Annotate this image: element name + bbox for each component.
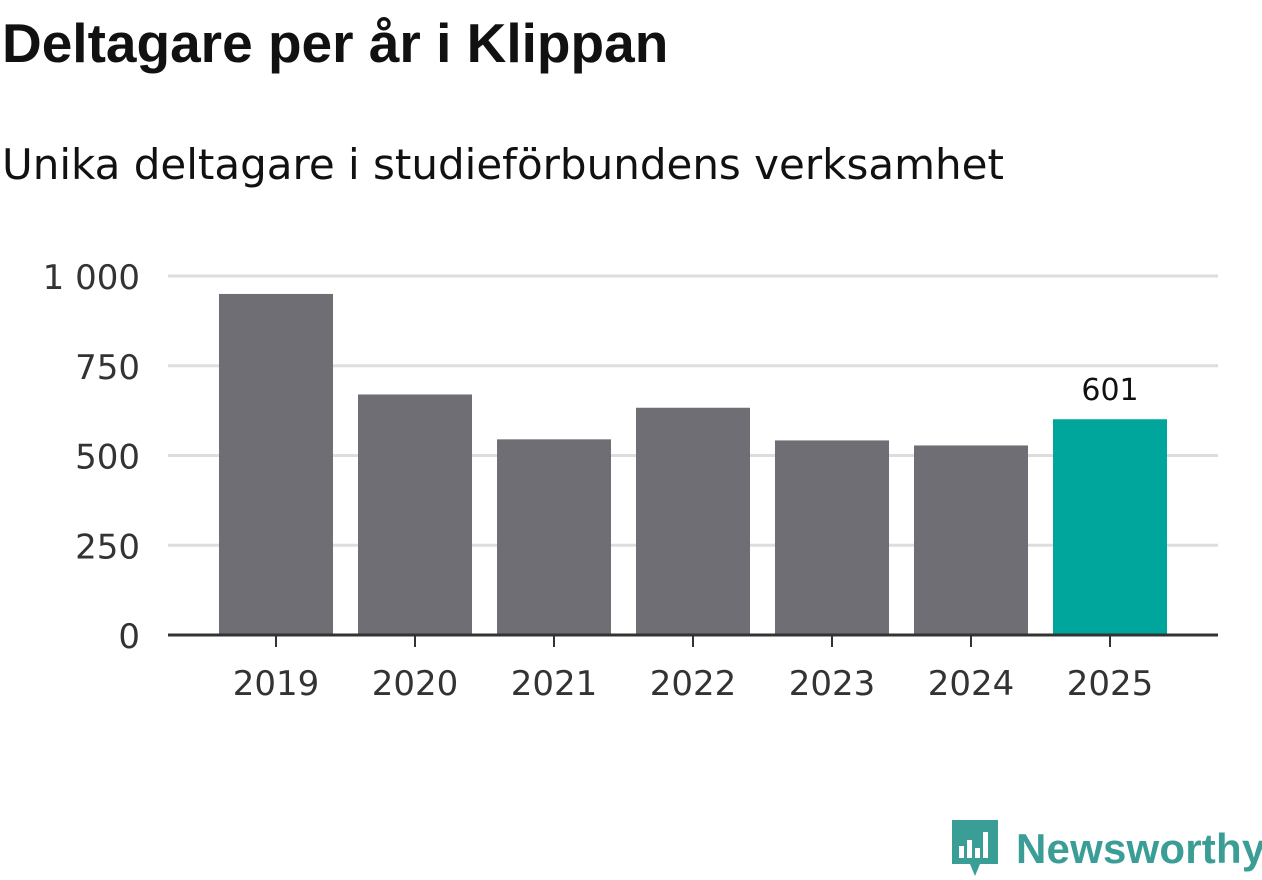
bar bbox=[1053, 419, 1167, 635]
data-label: 601 bbox=[1081, 373, 1138, 408]
y-tick-label: 250 bbox=[75, 527, 140, 567]
newsworthy-logo-icon bbox=[952, 820, 998, 876]
y-tick-label: 1 000 bbox=[43, 258, 140, 298]
x-tick-label: 2025 bbox=[1067, 664, 1154, 704]
bar bbox=[497, 439, 611, 635]
bar bbox=[358, 394, 472, 635]
bar bbox=[636, 407, 750, 635]
chart-title: Deltagare per år i Klippan bbox=[2, 12, 669, 74]
brand-name: Newsworthy bbox=[1016, 825, 1262, 872]
y-tick-label: 500 bbox=[75, 438, 140, 478]
brand-logo: Newsworthy bbox=[950, 818, 1262, 880]
bar bbox=[775, 440, 889, 635]
x-tick-label: 2022 bbox=[650, 664, 737, 704]
bar-chart: 0 250 500 750 1 000 2019 2020 2021 2022 2023 2024 2… bbox=[43, 258, 1218, 704]
y-tick-label: 750 bbox=[75, 348, 140, 388]
x-tick-label: 2021 bbox=[511, 664, 598, 704]
x-tick-label: 2019 bbox=[233, 664, 320, 704]
bar bbox=[914, 445, 1028, 635]
chart-subtitle: Unika deltagare i studieförbundens verks… bbox=[2, 140, 1004, 189]
x-tick-label: 2024 bbox=[928, 664, 1015, 704]
bar bbox=[219, 293, 333, 635]
x-tick-label: 2020 bbox=[372, 664, 459, 704]
y-tick-label: 0 bbox=[118, 617, 140, 657]
x-tick-label: 2023 bbox=[789, 664, 876, 704]
